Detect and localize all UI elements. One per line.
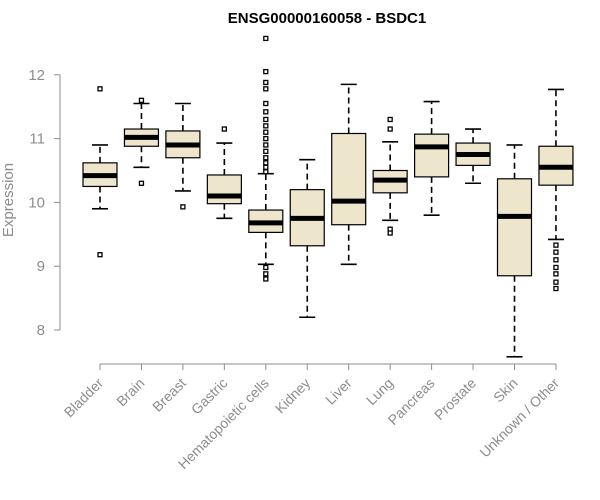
- outlier-point: [138, 180, 145, 186]
- outlier-point: [263, 86, 269, 92]
- outlier-point: [263, 264, 269, 271]
- outlier-point: [263, 135, 269, 142]
- outlier-point: [263, 116, 269, 123]
- box-brain: [123, 97, 160, 186]
- outlier-point: [263, 169, 269, 175]
- outlier-point: [263, 68, 269, 75]
- x-tick-label: Skin: [490, 375, 521, 406]
- outlier-point: [97, 252, 103, 258]
- box-liver: [331, 83, 367, 266]
- outlier-point: [387, 126, 393, 132]
- outlier-point: [263, 155, 269, 161]
- chart-title: ENSG00000160058 - BSDC1: [228, 10, 426, 27]
- boxes-group: [82, 35, 574, 358]
- outlier-point: [553, 242, 559, 248]
- y-tick-label: 11: [29, 131, 45, 148]
- x-tick-label: Brain: [113, 375, 147, 409]
- y-axis: 8 9 10 11 12: [28, 67, 61, 339]
- outlier-point: [263, 148, 269, 155]
- outlier-point: [263, 129, 269, 135]
- outlier-point: [263, 276, 269, 282]
- iqr-box: [414, 133, 450, 178]
- outlier-point: [387, 230, 393, 236]
- outlier-point: [553, 257, 559, 263]
- x-tick-label: Breast: [149, 375, 189, 415]
- outlier-point: [138, 97, 145, 103]
- iqr-box: [331, 132, 367, 226]
- x-tick-label: Kidney: [272, 375, 314, 417]
- outlier-point: [553, 279, 559, 285]
- box-skin: [496, 144, 533, 358]
- outlier-point: [97, 86, 103, 92]
- outlier-point: [263, 109, 269, 115]
- outlier-point: [263, 271, 269, 277]
- outlier-point: [263, 79, 269, 86]
- box-bladder: [82, 86, 118, 258]
- y-tick-label: 8: [37, 322, 45, 339]
- outlier-point: [553, 249, 559, 255]
- outlier-point: [180, 204, 186, 210]
- outlier-point: [263, 142, 269, 148]
- outlier-point: [263, 164, 269, 170]
- x-tick-label: Liver: [322, 375, 355, 408]
- box-pancreas: [414, 100, 450, 216]
- x-tick-label: Prostate: [431, 375, 479, 423]
- outlier-point: [553, 271, 559, 277]
- x-tick-label: Lung: [363, 375, 396, 408]
- outlier-point: [263, 160, 269, 166]
- y-tick-label: 10: [28, 194, 45, 211]
- iqr-box: [206, 174, 242, 205]
- outlier-point: [263, 123, 269, 129]
- y-tick-label: 12: [28, 67, 45, 84]
- outlier-point: [553, 285, 559, 292]
- y-tick-label: 9: [37, 258, 45, 275]
- box-unknown-other: [538, 88, 574, 292]
- outlier-point: [263, 35, 269, 42]
- box-lung: [372, 116, 408, 236]
- box-prostate: [455, 128, 491, 185]
- iqr-box: [496, 178, 533, 277]
- outlier-point: [263, 100, 269, 107]
- box-gastric: [206, 126, 242, 220]
- outlier-point: [553, 264, 559, 271]
- outlier-point: [221, 126, 228, 132]
- x-tick-label: Unknown / Other: [476, 375, 562, 461]
- x-tick-label: Bladder: [61, 375, 107, 421]
- box-breast: [165, 102, 201, 210]
- box-kidney: [289, 158, 325, 319]
- outlier-point: [387, 116, 393, 123]
- y-axis-label: Expression: [0, 163, 17, 237]
- box-hematopoietic-cells: [248, 35, 284, 282]
